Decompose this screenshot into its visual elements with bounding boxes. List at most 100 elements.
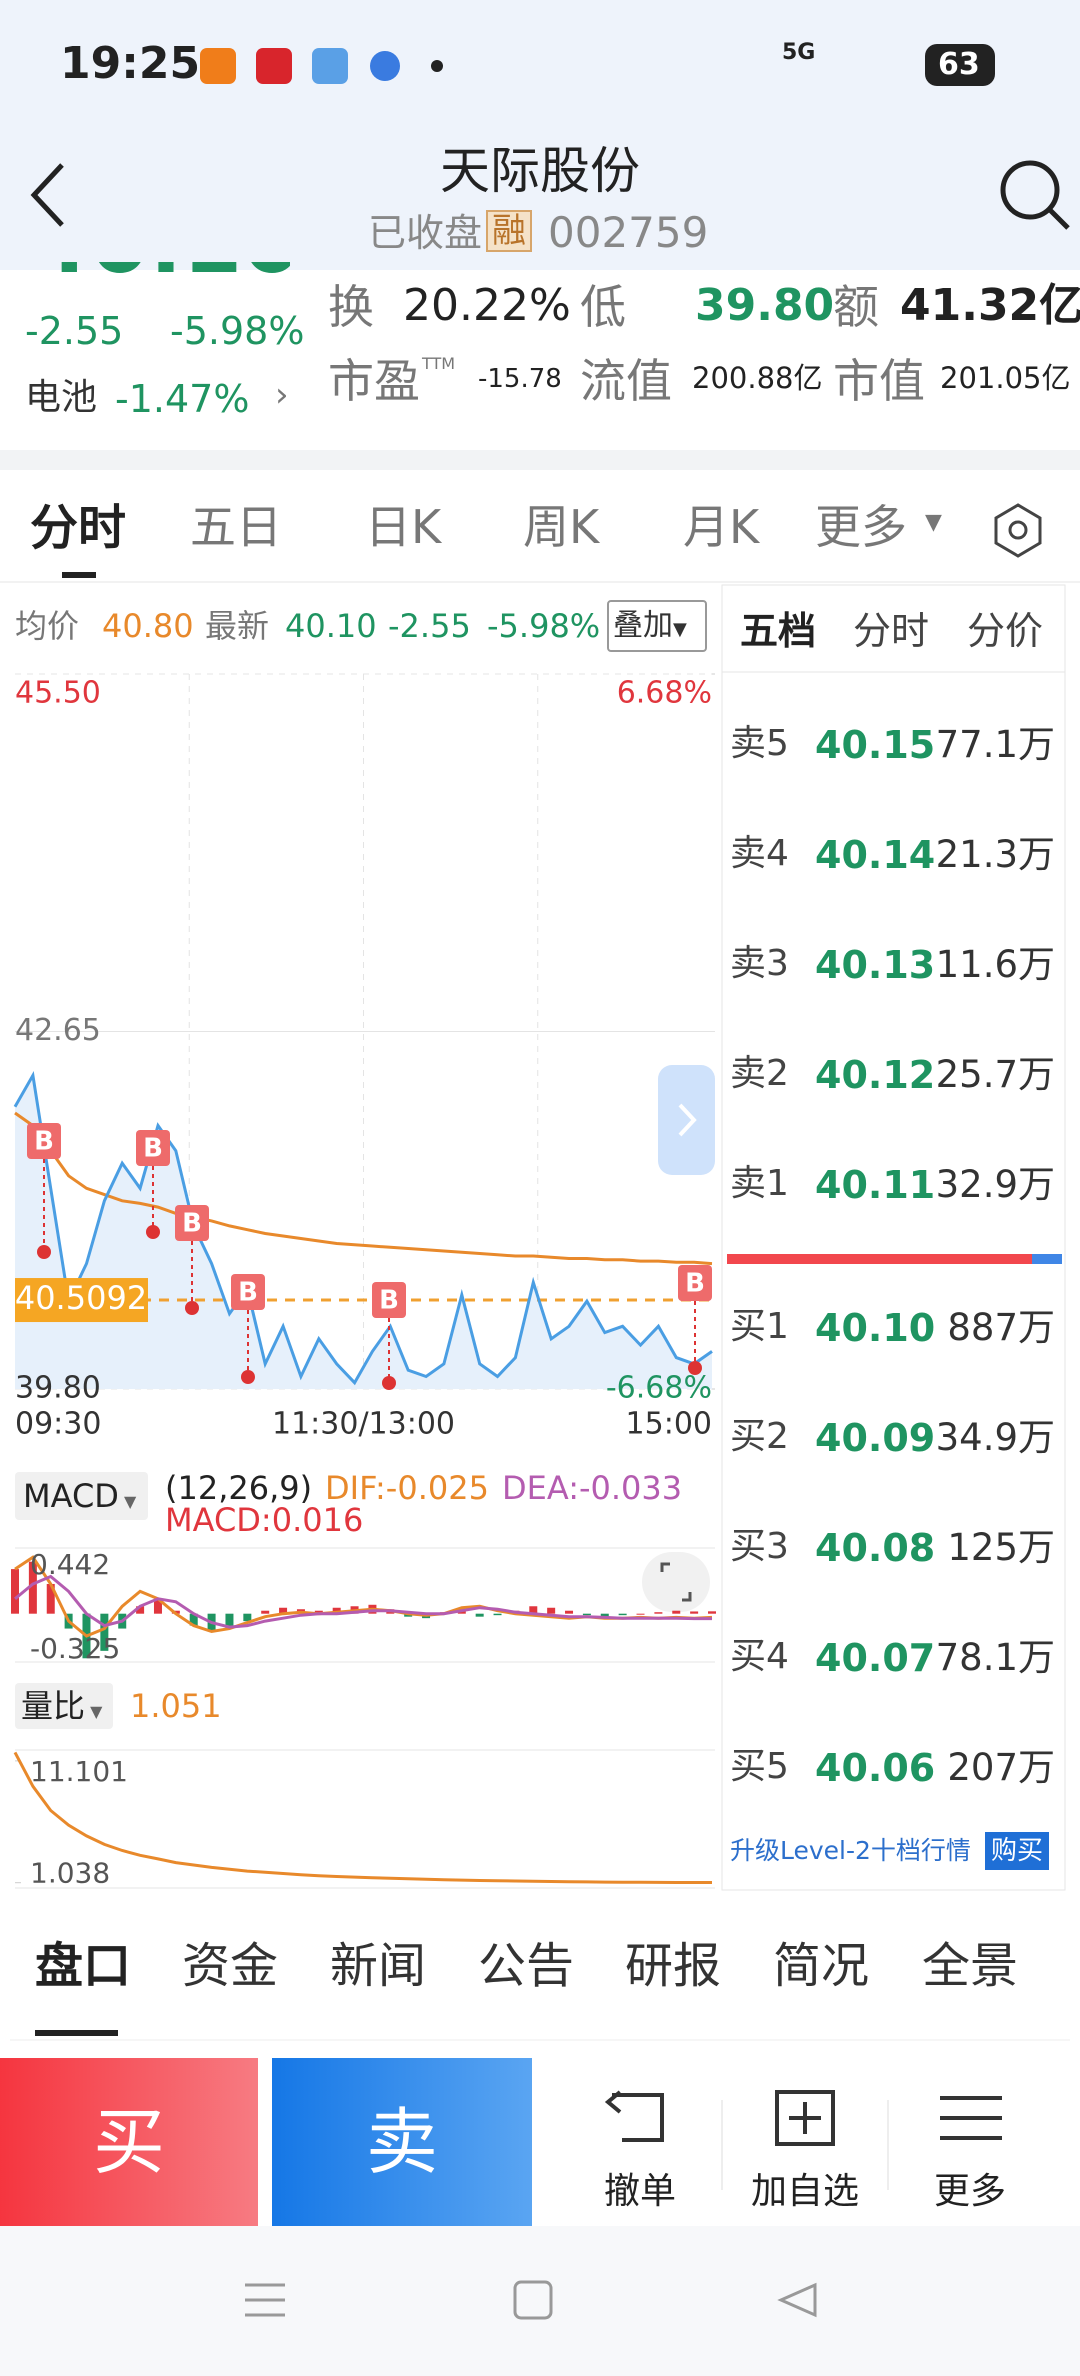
book-tab[interactable]: 五档: [740, 609, 817, 653]
bottom-tab[interactable]: 研报: [625, 1938, 722, 1994]
stat-label: 换: [328, 280, 374, 334]
bottom-tab[interactable]: 盘口: [35, 1938, 132, 1994]
vr-selector[interactable]: 量比 ▼: [15, 1683, 113, 1729]
watch-plus: [789, 2102, 821, 2134]
y2-tick-label: -6.68%: [606, 1371, 712, 1406]
watch-icon: [775, 2090, 835, 2146]
stat-value: 200.88亿: [692, 361, 823, 395]
stat-label: 流值: [580, 354, 672, 408]
settings-dot: [1008, 520, 1028, 540]
macd-bar: [279, 1607, 288, 1614]
chart-tab[interactable]: 五日: [190, 500, 282, 554]
macd-bar: [261, 1610, 270, 1614]
book-price: 40.12: [815, 1053, 936, 1097]
sell-label: 卖: [365, 2100, 438, 2184]
chart-tab[interactable]: 更多: [815, 500, 907, 554]
gap: [0, 450, 1080, 470]
price-line: [13, 1070, 713, 1386]
bottom-tab[interactable]: 简况: [773, 1938, 870, 1994]
battery-level: 63: [938, 47, 980, 82]
caret: ▼: [673, 619, 687, 640]
macd-dea: DEA:-0.033: [502, 1469, 683, 1507]
settings-icon[interactable]: [994, 503, 1042, 558]
app-icon: [312, 48, 348, 84]
macd-bar: [565, 1610, 574, 1614]
buy-ratio: [1032, 1254, 1062, 1264]
avg-label: 均价: [15, 607, 80, 645]
macd-bar: [475, 1613, 484, 1617]
marker-label: B: [238, 1278, 258, 1308]
macd-bar: [654, 1612, 663, 1614]
top-bg: [0, 0, 1080, 270]
chart-tab[interactable]: 月K: [683, 500, 760, 554]
stat-value: 39.80: [695, 280, 835, 331]
book-price: 40.15: [815, 723, 936, 767]
nav-back[interactable]: [777, 2282, 817, 2318]
buy-button[interactable]: [0, 2058, 258, 2226]
avg-line: [14, 1111, 713, 1266]
dot: [431, 60, 443, 72]
expand-btn[interactable]: [642, 1552, 710, 1612]
stat-value: 41.32亿: [900, 280, 1080, 331]
action-label[interactable]: 加自选: [750, 2171, 859, 2212]
nav-home[interactable]: [513, 2280, 553, 2320]
bottom-tab[interactable]: 新闻: [330, 1938, 427, 1994]
purchase-button[interactable]: 购买: [985, 1832, 1050, 1870]
macd-bar: [708, 1611, 716, 1614]
time-label: 11:30/13:00: [272, 1407, 455, 1442]
tab-underline: [62, 572, 96, 578]
bottom-tab[interactable]: 资金: [182, 1938, 279, 1994]
vr-value: 1.051: [130, 1687, 222, 1725]
book-volume: 125万: [947, 1526, 1055, 1569]
app-icon: [370, 51, 400, 81]
marker-box: [175, 1205, 209, 1241]
change: -2.55: [25, 309, 124, 353]
sector[interactable]: 电池: [25, 377, 98, 418]
overlay-btn[interactable]: 叠加▼: [607, 600, 707, 652]
sector-arrow[interactable]: ›: [275, 375, 289, 415]
book-volume: 34.9万: [935, 1416, 1055, 1459]
book-side: 买3: [730, 1526, 789, 1567]
action-label[interactable]: 撤单: [603, 2171, 676, 2212]
latest-pct: -5.98%: [487, 607, 601, 645]
back-button[interactable]: [30, 163, 64, 227]
bottom-tab[interactable]: 全景: [922, 1938, 1019, 1994]
book-side: 买5: [730, 1746, 789, 1787]
marker-dot: [688, 1361, 702, 1375]
side-tab[interactable]: [658, 1065, 715, 1175]
battery: [925, 44, 995, 86]
stat-label: 低: [580, 280, 626, 334]
cost-label: 40.5092: [15, 1279, 147, 1317]
vr-line: [13, 1751, 712, 1884]
macd-bar: [600, 1613, 609, 1617]
book-side: 买2: [730, 1416, 789, 1457]
book-price: 40.10: [815, 1306, 936, 1350]
macd-bar: [547, 1607, 556, 1614]
bottom-tab[interactable]: 公告: [478, 1938, 575, 1994]
stat-label: 市值: [833, 354, 925, 408]
book-tab[interactable]: 分时: [853, 609, 930, 653]
sell-ratio: [727, 1254, 1032, 1264]
vr-tick-label: 1.038: [30, 1857, 110, 1890]
macd-bar: [28, 1561, 37, 1614]
upgrade-link[interactable]: 升级Level-2十档行情: [730, 1836, 971, 1865]
book-tab[interactable]: 分价: [967, 609, 1044, 653]
macd-bar: [618, 1613, 627, 1616]
macd-tick-label: -0.325: [30, 1632, 120, 1665]
book-price: 40.14: [815, 833, 936, 877]
search-button[interactable]: [1000, 160, 1060, 220]
expand-icon: [660, 1562, 692, 1602]
search-handle: [1048, 208, 1070, 230]
time-label: 15:00: [626, 1407, 712, 1442]
book-side: 买1: [730, 1306, 789, 1347]
chart-tab[interactable]: 分时: [30, 500, 127, 556]
macd-selector[interactable]: MACD ▼: [15, 1472, 148, 1520]
chart-tab[interactable]: 日K: [365, 500, 442, 554]
nav-menu[interactable]: [245, 2283, 285, 2317]
dea-line: [14, 1574, 712, 1629]
chart-tab[interactable]: 周K: [523, 500, 600, 554]
action-label[interactable]: 更多: [933, 2171, 1006, 2212]
sell-button[interactable]: [272, 2058, 532, 2226]
stat-label: 市盈: [328, 354, 420, 408]
